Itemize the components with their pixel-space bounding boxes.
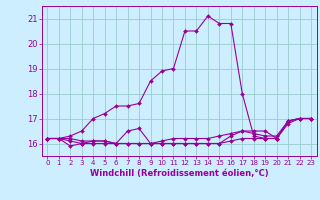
X-axis label: Windchill (Refroidissement éolien,°C): Windchill (Refroidissement éolien,°C) [90,169,268,178]
